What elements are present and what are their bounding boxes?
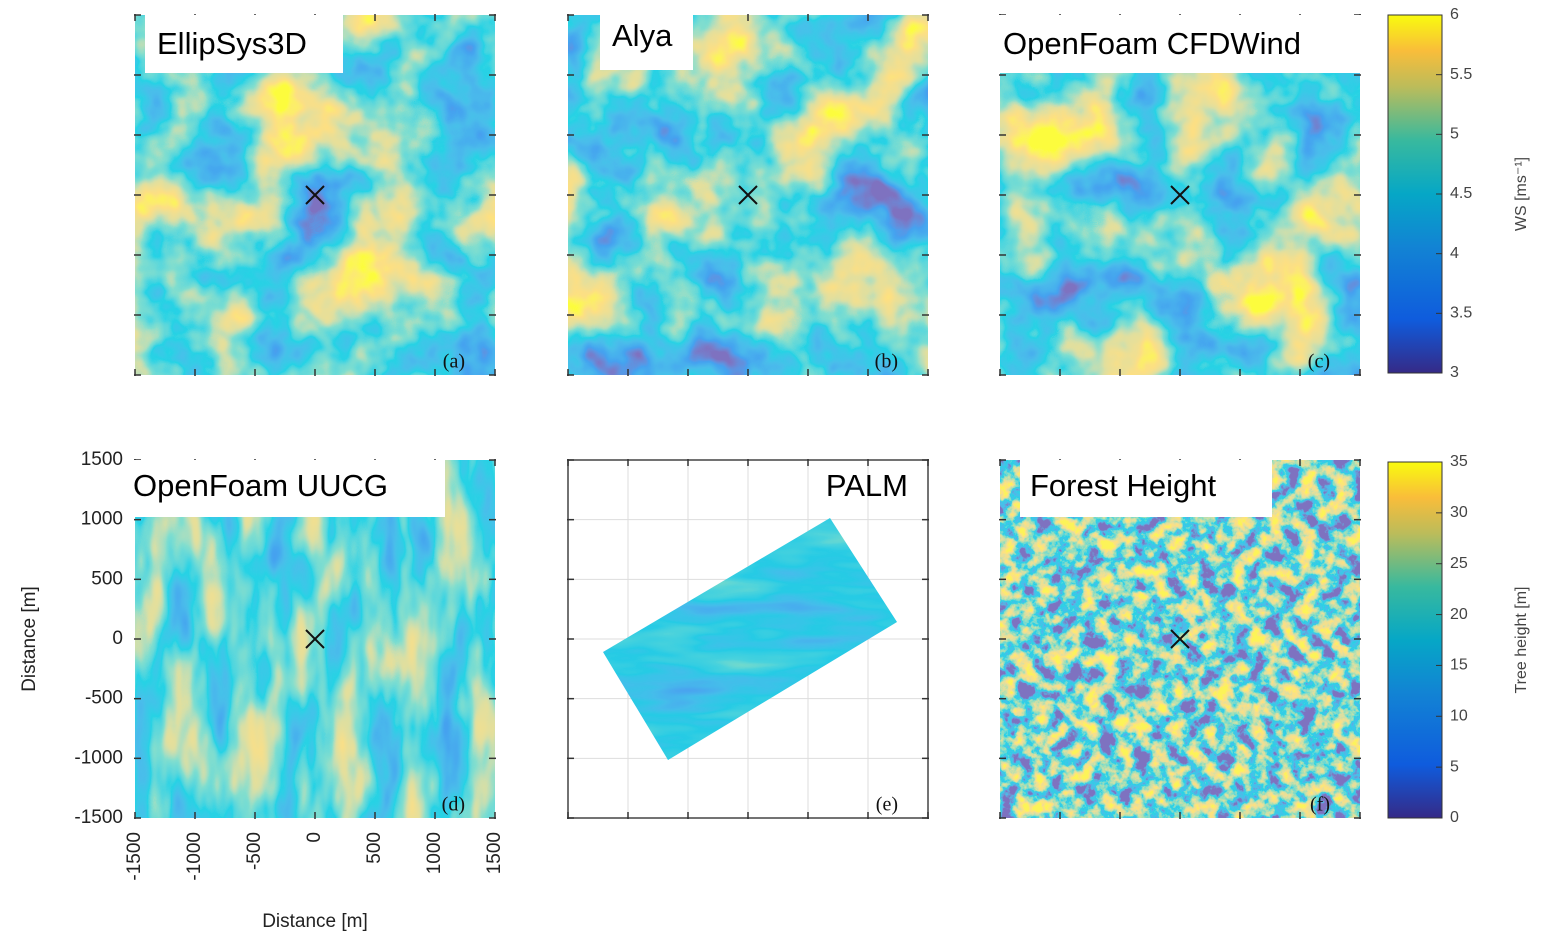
y-tick-label: 0 [112, 628, 123, 649]
colorbar-tick-label: 5 [1450, 758, 1459, 775]
panel-letter: (a) [443, 351, 465, 373]
colorbar-label: Tree height [m] [1513, 586, 1530, 693]
x-axis-label: Distance [m] [262, 911, 368, 932]
colorbar-label: WS [ms⁻¹] [1513, 157, 1530, 231]
colorbar-tick-label: 5.5 [1450, 66, 1472, 83]
site-marker [1170, 185, 1190, 205]
y-tick-label: 1000 [81, 509, 123, 530]
x-tick-label: -1500 [124, 832, 145, 881]
y-tick-label: -1000 [74, 747, 123, 768]
y-tick-label: -1500 [74, 807, 123, 828]
x-tick-label: 1500 [484, 832, 505, 874]
panel-letter: (d) [442, 794, 465, 816]
panel-title: EllipSys3D [157, 26, 307, 61]
x-tick-label: -1000 [184, 832, 205, 881]
panel-title: OpenFoam UUCG [133, 468, 388, 503]
y-tick-label: 500 [91, 568, 123, 589]
panel-title: PALM [826, 468, 908, 503]
y-axis-label: Distance [m] [19, 586, 40, 692]
title-box [995, 15, 1365, 73]
colorbar-tick-label: 15 [1450, 657, 1468, 674]
title-box [1020, 460, 1272, 517]
title-box [145, 15, 343, 73]
panel-letter: (f) [1310, 794, 1330, 816]
panel-title: Forest Height [1030, 468, 1216, 503]
colorbar-tick-label: 0 [1450, 809, 1459, 826]
panel-title: Alya [612, 18, 673, 53]
site-marker [305, 185, 325, 205]
x-tick-label: 0 [304, 832, 325, 843]
colorbar-tick-label: 4 [1450, 245, 1459, 262]
colorbar-tick-label: 6 [1450, 6, 1459, 23]
colorbar-tick-label: 30 [1450, 504, 1468, 521]
panel-title: OpenFoam CFDWind [1003, 26, 1301, 61]
site-marker [305, 629, 325, 649]
colorbar [1387, 461, 1443, 819]
y-tick-label: 1500 [81, 449, 123, 470]
y-tick-label: -500 [85, 688, 123, 709]
colorbar [1387, 14, 1443, 374]
colorbar-tick-label: 4.5 [1450, 185, 1472, 202]
colorbar-tick-label: 5 [1450, 126, 1459, 143]
title-box [125, 460, 445, 517]
palm-domain [603, 518, 897, 760]
panel-letter: (b) [875, 351, 898, 373]
title-box [600, 0, 693, 70]
x-tick-label: -500 [244, 832, 265, 870]
site-marker [738, 185, 758, 205]
colorbar-tick-label: 20 [1450, 606, 1468, 623]
panel-letter: (c) [1308, 351, 1330, 373]
colorbar-tick-label: 25 [1450, 555, 1468, 572]
site-marker [1170, 629, 1190, 649]
colorbar-tick-label: 3 [1450, 364, 1459, 381]
x-tick-label: 1000 [424, 832, 445, 874]
colorbar-tick-label: 35 [1450, 453, 1468, 470]
colorbar-tick-label: 3.5 [1450, 305, 1472, 322]
panel-letter: (e) [876, 794, 898, 816]
x-tick-label: 500 [364, 832, 385, 864]
colorbar-tick-label: 10 [1450, 708, 1468, 725]
